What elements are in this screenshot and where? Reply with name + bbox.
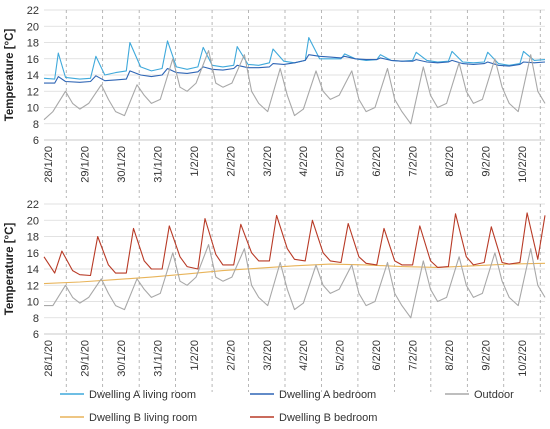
y-tick-label: 16 (27, 54, 39, 66)
legend: Dwelling A living room Dwelling A bedroom… (60, 389, 514, 424)
legend-label-dwelling-a-bedroom: Dwelling A bedroom (279, 389, 376, 401)
x-tick-label: 4/2/20 (298, 146, 310, 177)
x-tick-label: 3/2/20 (262, 146, 274, 177)
x-tick-label: 8/2/20 (444, 146, 456, 177)
x-tick-label: 1/2/20 (189, 146, 201, 177)
x-tick-label: 2/2/20 (225, 340, 237, 371)
x-tick-label: 10/2/20 (517, 340, 529, 377)
y-tick-label: 20 (27, 215, 39, 227)
x-tick-label: 2/2/20 (225, 146, 237, 177)
y-axis-title: Temperature [°C] (4, 223, 16, 316)
y-tick-label: 8 (33, 313, 39, 325)
x-tick-label: 29/1/20 (79, 146, 91, 183)
x-tick-label: 31/1/20 (152, 146, 164, 183)
chart-top: 6 8 10 12 14 16 18 20 22 Temperature [°C] 28/1/20 2… (4, 5, 546, 198)
y-tick-label: 12 (27, 86, 39, 98)
x-tick-label: 5/2/20 (335, 146, 347, 177)
chart-bottom: 6 8 10 12 14 16 18 20 22 Temperature [°C] 28/1/20 2… (4, 199, 546, 392)
x-tick-label: 8/2/20 (444, 340, 456, 371)
x-tick-label: 28/1/20 (43, 340, 55, 377)
x-tick-label: 9/2/20 (481, 146, 493, 177)
series-line-outdoor (43, 50, 546, 125)
y-tick-label: 16 (27, 248, 39, 260)
y-tick-label: 10 (27, 297, 39, 309)
x-tick-label: 1/2/20 (189, 340, 201, 371)
x-tick-label: 28/1/20 (43, 146, 55, 183)
y-tick-label: 14 (27, 264, 39, 276)
x-tick-label: 6/2/20 (371, 146, 383, 177)
series-line-dwelling-b-bedroom (43, 212, 546, 277)
x-tick-label: 5/2/20 (335, 340, 347, 371)
series-line-outdoor (44, 244, 546, 319)
y-tick-label: 20 (27, 21, 39, 33)
x-tick-label: 9/2/20 (481, 340, 493, 371)
x-tick-label: 30/1/20 (116, 340, 128, 377)
legend-label-dwelling-b-living-room: Dwelling B living room (89, 412, 197, 424)
legend-label-dwelling-b-bedroom: Dwelling B bedroom (279, 412, 377, 424)
x-tick-label: 7/2/20 (408, 146, 420, 177)
x-tick-label: 6/2/20 (371, 340, 383, 371)
y-tick-label: 10 (27, 103, 39, 115)
x-tick-label: 31/1/20 (152, 340, 164, 377)
y-tick-label: 12 (27, 280, 39, 292)
x-tick-label: 10/2/20 (517, 146, 529, 183)
x-tick-label: 3/2/20 (262, 340, 274, 371)
x-tick-label: 4/2/20 (298, 340, 310, 371)
legend-label-outdoor: Outdoor (474, 389, 514, 401)
x-tick-label: 30/1/20 (116, 146, 128, 183)
x-tick-label: 7/2/20 (408, 340, 420, 371)
y-tick-label: 8 (33, 119, 39, 131)
y-tick-label: 22 (27, 199, 39, 211)
legend-label-dwelling-a-living-room: Dwelling A living room (89, 389, 196, 401)
y-axis-title: Temperature [°C] (4, 29, 16, 122)
y-tick-label: 22 (27, 5, 39, 17)
y-tick-label: 6 (33, 135, 39, 147)
y-tick-label: 6 (33, 329, 39, 341)
x-tick-label: 29/1/20 (79, 340, 91, 377)
y-tick-label: 18 (27, 38, 39, 50)
y-tick-label: 14 (27, 70, 39, 82)
y-tick-label: 18 (27, 232, 39, 244)
